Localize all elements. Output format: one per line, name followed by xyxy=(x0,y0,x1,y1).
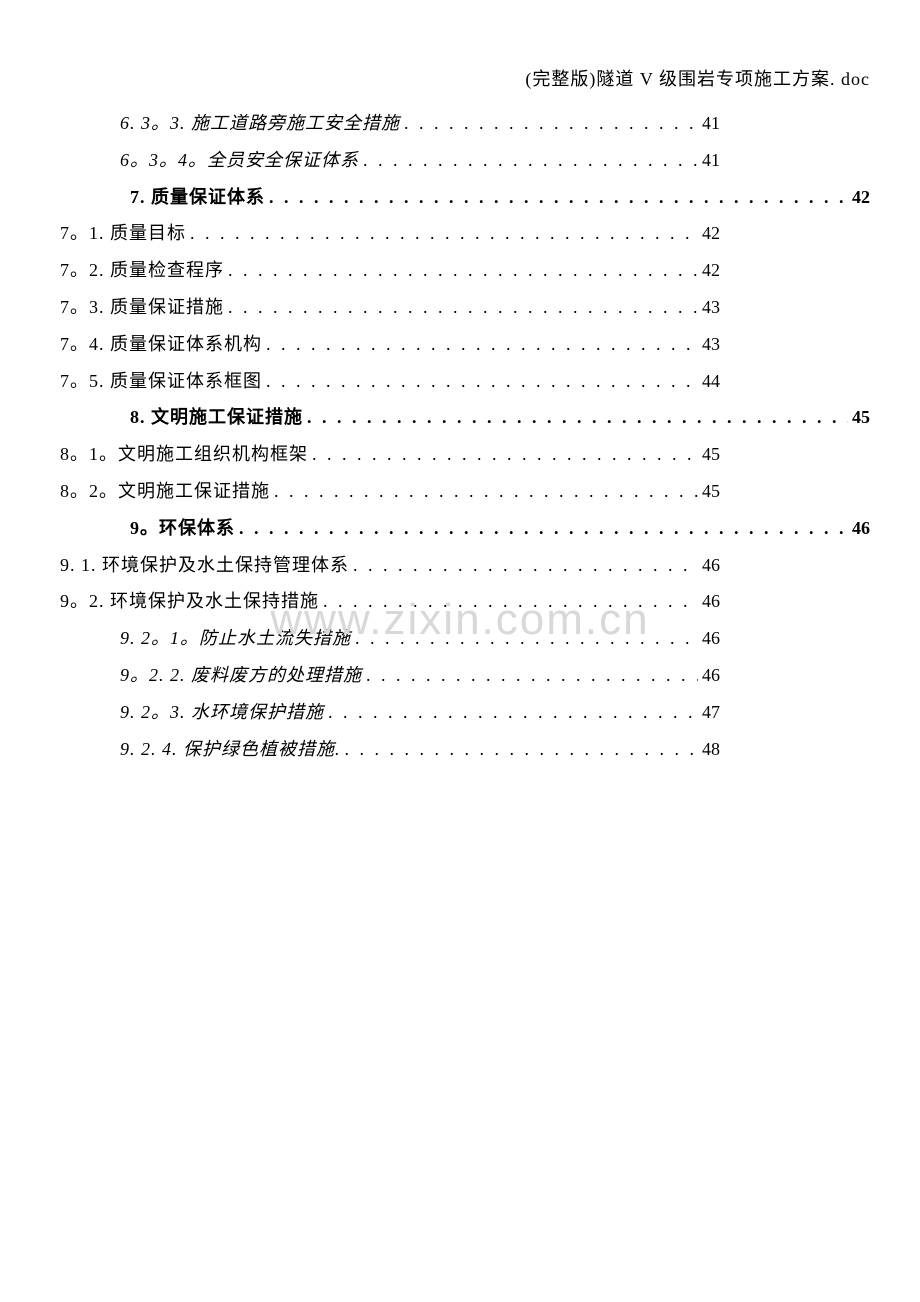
toc-entry: 9。环保体系. . . . . . . . . . . . . . . . . … xyxy=(60,514,870,543)
document-page: (完整版)隧道 V 级围岩专项施工方案. doc 6. 3。3. 施工道路旁施工… xyxy=(0,0,920,821)
table-of-contents: 6. 3。3. 施工道路旁施工安全措施. . . . . . . . . . .… xyxy=(60,109,870,763)
toc-entry: 9。2. 2. 废料废方的处理措施. . . . . . . . . . . .… xyxy=(60,661,720,690)
toc-entry-page: 45 xyxy=(702,477,720,506)
toc-entry-label: 7。3. 质量保证措施 xyxy=(60,293,224,322)
toc-entry-page: 42 xyxy=(852,183,870,212)
toc-entry-page: 46 xyxy=(702,551,720,580)
toc-entry: 6. 3。3. 施工道路旁施工安全措施. . . . . . . . . . .… xyxy=(60,109,720,138)
toc-entry-label: 8. 文明施工保证措施 xyxy=(130,403,303,432)
toc-entry-page: 41 xyxy=(702,146,720,175)
toc-entry-label: 6. 3。3. 施工道路旁施工安全措施 xyxy=(120,109,400,138)
toc-leader-dots: . . . . . . . . . . . . . . . . . . . . … xyxy=(274,477,698,506)
toc-entry-page: 42 xyxy=(702,256,720,285)
toc-entry-page: 44 xyxy=(702,367,720,396)
toc-entry-label: 8。1。文明施工组织机构框架 xyxy=(60,440,308,469)
toc-entry: 7。2. 质量检查程序. . . . . . . . . . . . . . .… xyxy=(60,256,720,285)
toc-entry: 8。1。文明施工组织机构框架. . . . . . . . . . . . . … xyxy=(60,440,720,469)
toc-leader-dots: . . . . . . . . . . . . . . . . . . . . … xyxy=(266,367,698,396)
toc-entry: 7。3. 质量保证措施. . . . . . . . . . . . . . .… xyxy=(60,293,720,322)
toc-entry: 7。1. 质量目标. . . . . . . . . . . . . . . .… xyxy=(60,219,720,248)
toc-entry-page: 42 xyxy=(702,219,720,248)
toc-entry-label: 9。2. 环境保护及水土保持措施 xyxy=(60,587,319,616)
toc-entry-label: 9. 2。1。防止水土流失措施 xyxy=(120,624,351,653)
toc-entry-page: 46 xyxy=(702,587,720,616)
toc-leader-dots: . . . . . . . . . . . . . . . . . . . . … xyxy=(355,624,698,653)
toc-entry: 9. 2. 4. 保护绿色植被措施.. . . . . . . . . . . … xyxy=(60,735,720,764)
toc-entry-page: 46 xyxy=(702,661,720,690)
toc-leader-dots: . . . . . . . . . . . . . . . . . . . . … xyxy=(228,256,698,285)
toc-entry: 9. 2。3. 水环境保护措施. . . . . . . . . . . . .… xyxy=(60,698,720,727)
toc-leader-dots: . . . . . . . . . . . . . . . . . . . . … xyxy=(269,183,848,212)
toc-leader-dots: . . . . . . . . . . . . . . . . . . . . … xyxy=(353,551,698,580)
toc-leader-dots: . . . . . . . . . . . . . . . . . . . . … xyxy=(190,219,698,248)
toc-entry-label: 9. 2。3. 水环境保护措施 xyxy=(120,698,324,727)
toc-leader-dots: . . . . . . . . . . . . . . . . . . . . … xyxy=(307,403,848,432)
toc-entry-label: 7。4. 质量保证体系机构 xyxy=(60,330,262,359)
toc-leader-dots: . . . . . . . . . . . . . . . . . . . . … xyxy=(312,440,698,469)
toc-leader-dots: . . . . . . . . . . . . . . . . . . . . … xyxy=(228,293,698,322)
toc-entry-page: 46 xyxy=(852,514,870,543)
toc-entry-label: 8。2。文明施工保证措施 xyxy=(60,477,270,506)
toc-entry-page: 46 xyxy=(702,624,720,653)
toc-leader-dots: . . . . . . . . . . . . . . . . . . . . … xyxy=(323,587,698,616)
toc-entry-label: 7。1. 质量目标 xyxy=(60,219,186,248)
toc-entry-page: 47 xyxy=(702,698,720,727)
toc-entry: 6。3。4。全员安全保证体系. . . . . . . . . . . . . … xyxy=(60,146,720,175)
toc-leader-dots: . . . . . . . . . . . . . . . . . . . . … xyxy=(404,109,698,138)
toc-entry-label: 9. 2. 4. 保护绿色植被措施. xyxy=(120,735,341,764)
toc-entry-page: 43 xyxy=(702,330,720,359)
toc-entry-label: 6。3。4。全员安全保证体系 xyxy=(120,146,359,175)
page-header: (完整版)隧道 V 级围岩专项施工方案. doc xyxy=(60,65,870,91)
toc-entry-page: 43 xyxy=(702,293,720,322)
toc-entry-label: 7. 质量保证体系 xyxy=(130,183,265,212)
toc-entry: 8。2。文明施工保证措施. . . . . . . . . . . . . . … xyxy=(60,477,720,506)
toc-entry-label: 7。5. 质量保证体系框图 xyxy=(60,367,262,396)
toc-entry: 9。2. 环境保护及水土保持措施. . . . . . . . . . . . … xyxy=(60,587,720,616)
toc-entry-label: 9。2. 2. 废料废方的处理措施 xyxy=(120,661,362,690)
toc-leader-dots: . . . . . . . . . . . . . . . . . . . . … xyxy=(328,698,698,727)
toc-entry-label: 7。2. 质量检查程序 xyxy=(60,256,224,285)
toc-entry-label: 9。环保体系 xyxy=(130,514,235,543)
toc-entry: 7。4. 质量保证体系机构. . . . . . . . . . . . . .… xyxy=(60,330,720,359)
toc-leader-dots: . . . . . . . . . . . . . . . . . . . . … xyxy=(363,146,698,175)
toc-entry: 7. 质量保证体系. . . . . . . . . . . . . . . .… xyxy=(60,183,870,212)
toc-entry: 9. 2。1。防止水土流失措施. . . . . . . . . . . . .… xyxy=(60,624,720,653)
toc-entry: 8. 文明施工保证措施. . . . . . . . . . . . . . .… xyxy=(60,403,870,432)
toc-entry-page: 45 xyxy=(702,440,720,469)
toc-entry: 9. 1. 环境保护及水土保持管理体系. . . . . . . . . . .… xyxy=(60,551,720,580)
toc-entry: 7。5. 质量保证体系框图. . . . . . . . . . . . . .… xyxy=(60,367,720,396)
toc-leader-dots: . . . . . . . . . . . . . . . . . . . . … xyxy=(366,661,698,690)
toc-leader-dots: . . . . . . . . . . . . . . . . . . . . … xyxy=(239,514,848,543)
toc-entry-label: 9. 1. 环境保护及水土保持管理体系 xyxy=(60,551,349,580)
toc-entry-page: 41 xyxy=(702,109,720,138)
toc-leader-dots: . . . . . . . . . . . . . . . . . . . . … xyxy=(345,735,699,764)
toc-leader-dots: . . . . . . . . . . . . . . . . . . . . … xyxy=(266,330,698,359)
toc-entry-page: 48 xyxy=(702,735,720,764)
toc-entry-page: 45 xyxy=(852,403,870,432)
